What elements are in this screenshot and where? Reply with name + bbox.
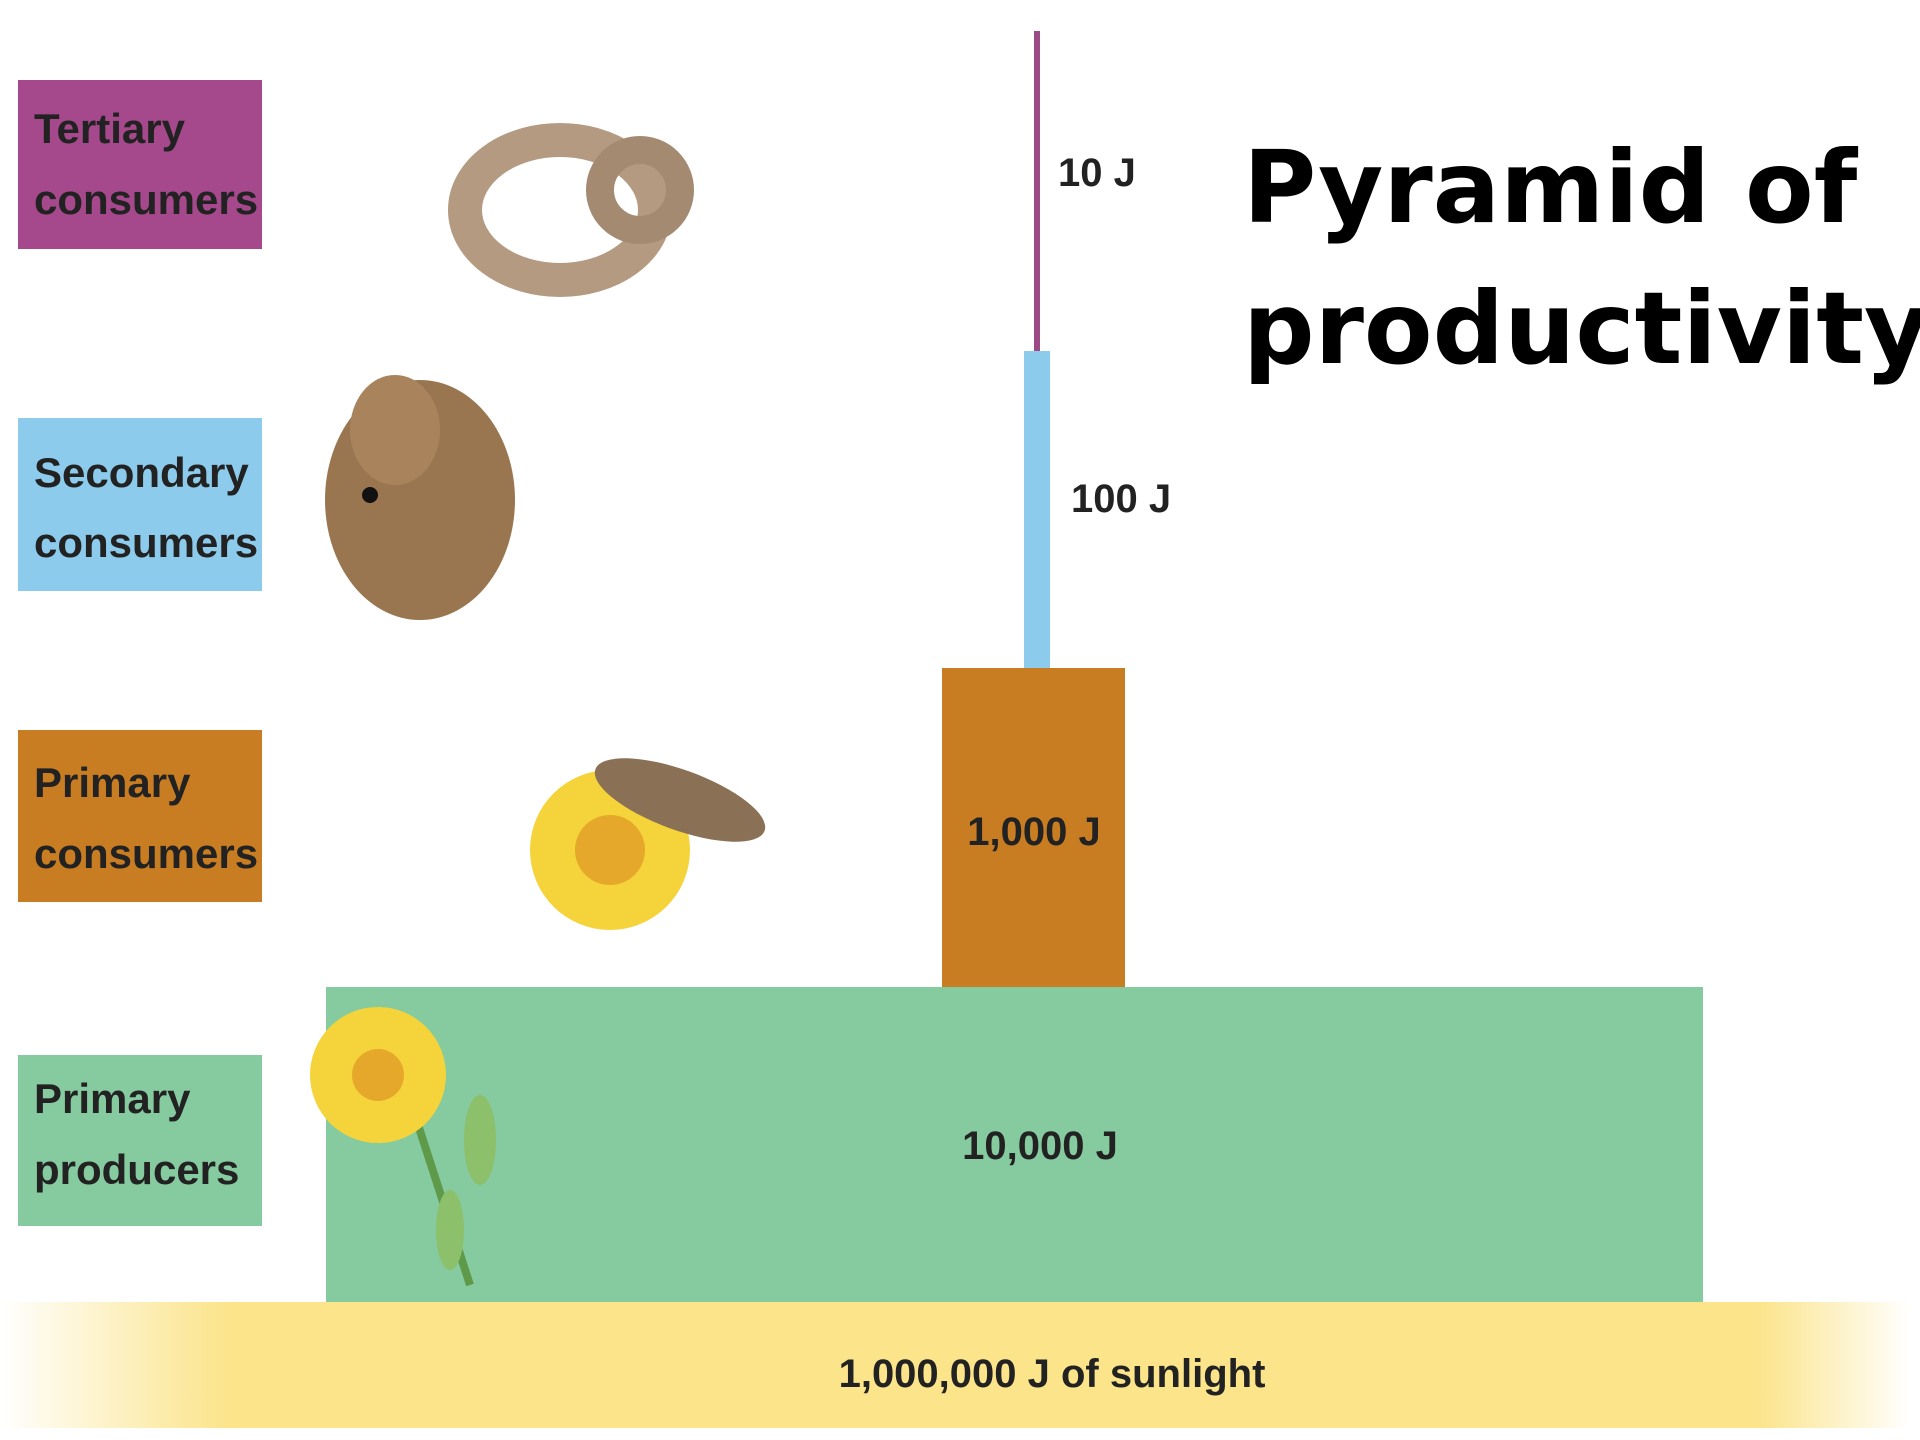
- sunlight-label: 1,000,000 J of sunlight: [839, 1352, 1266, 1396]
- energy-label: 10,000 J: [962, 1124, 1118, 1168]
- level-label: Tertiary: [34, 105, 186, 152]
- snake-illustration: [465, 140, 680, 280]
- level-label: consumers: [34, 519, 258, 566]
- tertiary-consumers-bar: [1034, 31, 1040, 351]
- level-label: Primary: [34, 759, 191, 806]
- grasshopper-flower-illustration: [530, 741, 775, 930]
- title: productivity: [1243, 270, 1920, 387]
- energy-label: 10 J: [1058, 151, 1136, 195]
- level-label: consumers: [34, 176, 258, 223]
- diagram: 1,000,000 J of sunlight 10 J 100 J 1,000…: [0, 0, 1920, 1440]
- energy-label: 100 J: [1071, 477, 1171, 521]
- mouse-illustration: [325, 375, 515, 620]
- level-label: Secondary: [34, 449, 249, 496]
- level-label: consumers: [34, 830, 258, 877]
- level-label: producers: [34, 1146, 239, 1193]
- energy-label: 1,000 J: [967, 810, 1100, 854]
- level-label: Primary: [34, 1075, 191, 1122]
- secondary-consumers-bar: [1024, 351, 1050, 668]
- title: Pyramid of: [1243, 129, 1859, 246]
